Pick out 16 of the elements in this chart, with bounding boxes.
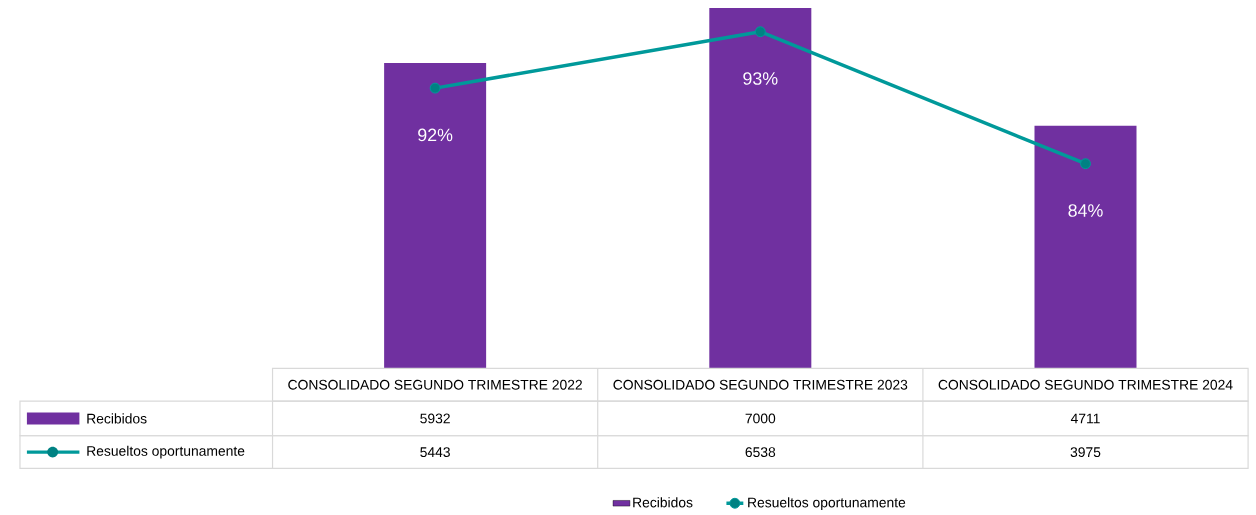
x-tick-label: CONSOLIDADO SEGUNDO TRIMESTRE 2022 [288,380,582,390]
data-label: 6538 [745,447,776,458]
annotation: 92% [418,128,453,142]
data-label: 3975 [1070,447,1101,458]
text: Recibidos [87,413,147,424]
data-label: 5932 [420,413,450,424]
data-label: 7000 [745,413,776,424]
x-tick-label: CONSOLIDADO SEGUNDO TRIMESTRE 2023 [613,380,908,390]
annotation: 84% [1068,204,1103,218]
data-label: 5443 [420,447,450,458]
legend-label: Recibidos [633,497,693,508]
x-tick-label: CONSOLIDADO SEGUNDO TRIMESTRE 2024 [938,380,1233,390]
annotation: 93% [743,72,778,86]
data-label: 4711 [1070,413,1100,424]
text: Resueltos oportunamente [87,445,245,459]
legend-label: Resueltos oportunamente [748,497,906,511]
